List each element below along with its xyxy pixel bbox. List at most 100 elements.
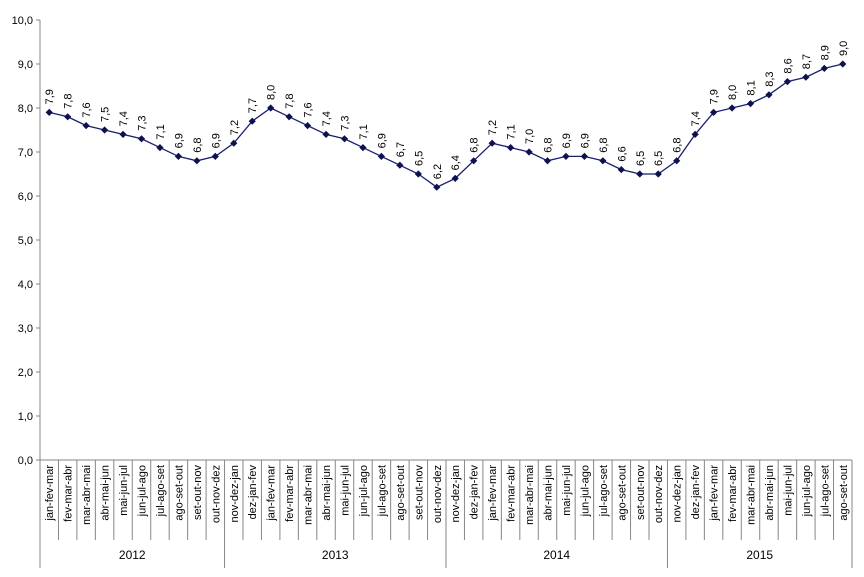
x-tick-label: jun-jul-ago: [801, 465, 813, 517]
data-point-marker: [525, 148, 533, 156]
x-tick-label: set-out-nov: [192, 465, 204, 521]
x-tick-label: ago-set-out: [395, 465, 407, 521]
data-point-marker: [746, 100, 755, 108]
x-tick-label: out-nov-dez: [432, 465, 444, 523]
data-point-marker: [267, 104, 275, 112]
data-label: 6,9: [210, 133, 222, 148]
x-tick-label: abr-mai-jun: [764, 465, 776, 521]
data-point-marker: [562, 152, 570, 160]
x-tick-label: mai-jun-jul: [340, 465, 352, 516]
data-point-marker: [45, 108, 53, 116]
x-tick-label: mai-jun-jul: [782, 465, 794, 516]
data-point-marker: [156, 144, 164, 152]
y-tick-label: 3,0: [18, 323, 33, 335]
data-label: 8,0: [727, 85, 739, 100]
x-tick-label: dez-jan-fev: [469, 465, 481, 520]
data-label: 8,3: [764, 72, 776, 87]
data-point-marker: [488, 139, 496, 147]
data-label: 7,3: [340, 116, 352, 131]
y-tick-label: 4,0: [18, 279, 33, 291]
data-point-marker: [137, 135, 146, 143]
data-point-marker: [322, 130, 330, 138]
data-point-marker: [100, 126, 109, 134]
data-point-marker: [64, 113, 72, 121]
x-tick-label: abr-mai-jun: [321, 465, 333, 521]
data-label: 7,2: [229, 120, 241, 135]
data-point-marker: [783, 78, 792, 86]
data-point-marker: [506, 144, 515, 152]
data-point-marker: [470, 157, 478, 165]
data-point-marker: [636, 170, 644, 178]
data-point-marker: [451, 174, 459, 182]
data-label: 7,6: [81, 102, 93, 117]
x-axis: jan-fev-mar fev-mar-abr mar-abr-mai abr-mai…: [39, 459, 853, 540]
y-tick-label: 5,0: [18, 235, 33, 247]
x-tick-label: ago-set-out: [616, 465, 628, 521]
x-tick-label: nov-dez-jan: [450, 465, 462, 522]
data-labels: 7,9 7,8 7,6 7,5 7,4 7,3 7,1 6,9 6,8 6,9 7,2 7,7 8,0 7…: [44, 41, 850, 179]
data-label: 6,8: [672, 138, 684, 153]
x-tick-label: mar-abr-mai: [524, 465, 536, 525]
year-groups: 2012 2013 2014 2015: [39, 540, 853, 568]
x-tick-label: jun-jul-ago: [358, 465, 370, 517]
x-tick-label: jun-jul-ago: [137, 465, 149, 517]
year-group-label: 2014: [543, 548, 570, 562]
y-tick-label: 1,0: [18, 411, 33, 423]
data-label: 7,5: [100, 107, 112, 122]
data-point-marker: [82, 122, 90, 130]
x-tick-label: set-out-nov: [413, 465, 425, 521]
data-label: 8,1: [746, 80, 758, 95]
data-label: 7,4: [321, 111, 333, 126]
x-tick-label: fev-mar-abr: [284, 465, 296, 522]
data-label: 6,9: [173, 133, 185, 148]
data-point-marker: [802, 73, 810, 81]
data-label: 6,9: [579, 133, 591, 148]
x-tick-label: ago-set-out: [838, 465, 850, 521]
x-tick-label: mai-jun-jul: [561, 465, 573, 516]
data-point-marker: [654, 170, 662, 178]
x-tick-label: jun-jul-ago: [579, 465, 591, 517]
data-point-marker: [709, 108, 718, 116]
data-point-marker: [673, 157, 681, 165]
x-tick-label: out-nov-dez: [210, 465, 222, 523]
y-tick-label: 2,0: [18, 367, 33, 379]
data-point-marker: [211, 152, 219, 160]
data-label: 6,2: [432, 164, 444, 179]
data-point-marker: [230, 139, 238, 147]
data-label: 7,8: [284, 94, 296, 109]
x-tick-label: mar-abr-mai: [303, 465, 315, 525]
data-label: 7,8: [63, 94, 75, 109]
data-point-marker: [580, 152, 589, 160]
year-group-label: 2012: [119, 548, 146, 562]
y-tick-label: 9,0: [18, 59, 33, 71]
data-label: 6,9: [561, 133, 573, 148]
x-tick-label: jul-ago-set: [819, 465, 831, 517]
data-label: 7,9: [44, 89, 56, 104]
data-label: 7,0: [524, 129, 536, 144]
x-tick-label: fev-mar-abr: [727, 465, 739, 522]
y-axis: 0,0 1,0 2,0 3,0 4,0 5,0 6,0 7,0 8,0 9,0 10,0: [12, 15, 41, 467]
data-label: 8,9: [819, 45, 831, 60]
y-tick-label: 0,0: [18, 455, 33, 467]
x-tick-label: jan-fev-mar: [487, 465, 499, 522]
data-label: 6,8: [192, 138, 204, 153]
x-tick-label: jan-fev-mar: [709, 465, 721, 522]
x-tick-label: mar-abr-mai: [81, 465, 93, 525]
x-tick-label: jan-fev-mar: [44, 465, 56, 522]
data-label: 7,3: [137, 116, 149, 131]
data-point-marker: [617, 166, 625, 174]
data-label: 7,9: [709, 89, 721, 104]
data-point-marker: [396, 161, 404, 169]
x-tick-label: dez-jan-fev: [247, 465, 259, 520]
data-label: 6,4: [450, 155, 462, 170]
data-point-marker: [691, 130, 699, 138]
data-label: 8,0: [266, 85, 278, 100]
year-group-label: 2015: [746, 548, 773, 562]
x-tick-label: nov-dez-jan: [229, 465, 241, 522]
x-tick-label: abr-mai-jun: [100, 465, 112, 521]
data-point-marker: [820, 64, 828, 72]
data-label: 6,8: [469, 138, 481, 153]
data-point-marker: [340, 135, 349, 143]
x-tick-label: out-nov-dez: [653, 465, 665, 523]
